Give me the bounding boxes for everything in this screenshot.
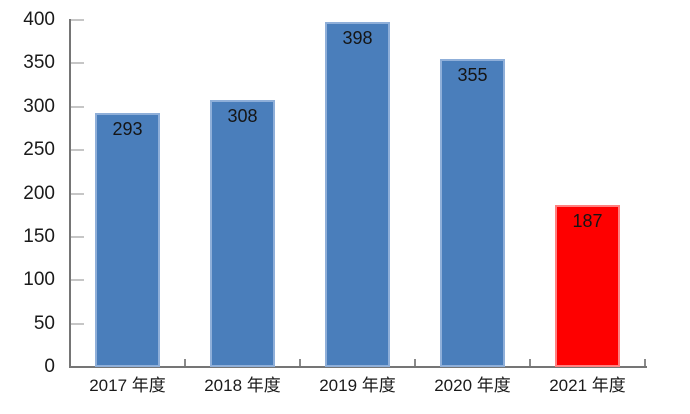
bar-2021: 187: [555, 204, 620, 367]
x-tick: [414, 359, 416, 366]
y-tick-label: 400: [23, 9, 55, 30]
x-axis-line: [69, 366, 647, 368]
bar-value-label: 355: [457, 65, 488, 86]
x-tick: [299, 359, 301, 366]
y-tick-label: 50: [33, 312, 55, 334]
y-tick: [71, 192, 84, 195]
y-tick: [71, 279, 84, 282]
bar-value-label: 398: [342, 27, 373, 48]
y-tick: [71, 105, 84, 108]
y-tick: [71, 19, 84, 21]
y-tick-label: 300: [23, 95, 55, 117]
bar-2019: 398: [325, 21, 390, 367]
bar-2020: 355: [440, 59, 505, 367]
bar-2018: 308: [210, 99, 275, 367]
bar-value-label: 293: [112, 118, 143, 139]
bar-value-label: 308: [227, 105, 258, 126]
x-axis-category-label: 2020 年度: [434, 376, 511, 395]
x-axis-category-label: 2018 年度: [204, 376, 281, 395]
y-tick-label: 250: [23, 139, 55, 161]
y-tick-label: 100: [23, 269, 55, 291]
x-axis-category-label: 2021 年度: [549, 376, 626, 395]
x-axis-category-label: 2019 年度: [319, 376, 396, 395]
x-tick: [529, 359, 531, 366]
bar-value-label: 187: [572, 210, 603, 231]
x-tick: [184, 359, 186, 366]
y-tick: [71, 235, 84, 238]
y-tick-label: 350: [23, 52, 55, 74]
bar-2017: 293: [95, 112, 160, 367]
y-tick-label: 150: [23, 225, 55, 247]
plot-area: 293 308 398 355 187: [69, 19, 647, 368]
y-tick: [71, 62, 84, 65]
y-tick-label: 0: [44, 356, 55, 377]
y-tick-label: 200: [23, 182, 55, 204]
y-tick: [71, 322, 84, 325]
y-axis-line: [69, 19, 71, 368]
x-tick: [644, 359, 646, 366]
y-tick: [71, 149, 84, 152]
x-axis-category-label: 2017 年度: [89, 376, 166, 395]
